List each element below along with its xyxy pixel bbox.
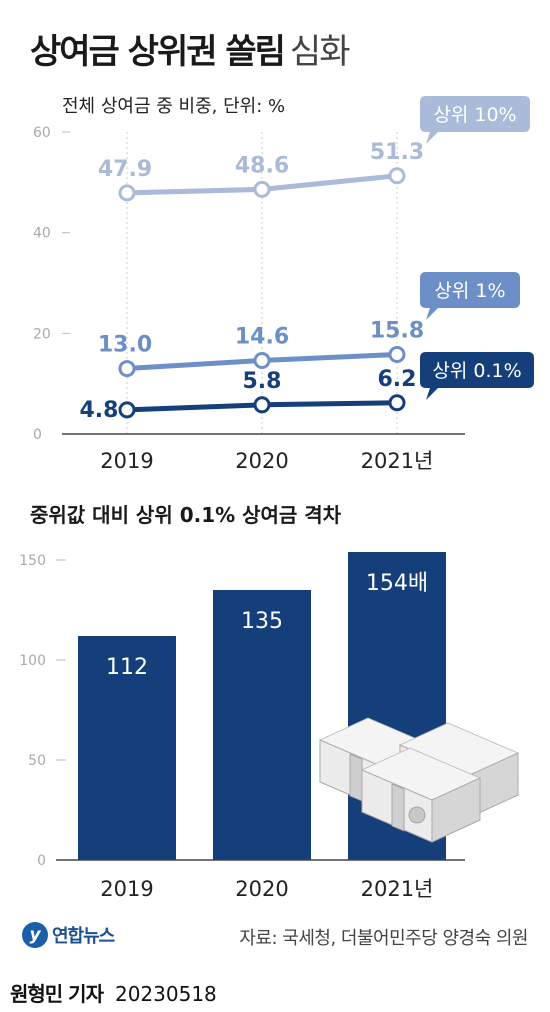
bundle-band-0: [349, 753, 363, 802]
data-label-0-2: 51.3: [370, 140, 424, 165]
data-label-1-0: 13.0: [98, 333, 152, 358]
line-chart: 전체 상여금 중 비중, 단위: % 0 20 40 60 2019 2020 2021년 47…: [33, 96, 534, 473]
y-tick-label-2: 40: [33, 226, 51, 242]
x-tick-label-2: 2021년: [361, 449, 434, 473]
title-main: 상여금 상위권 쏠림: [30, 32, 286, 72]
data-point-0-0: [118, 184, 136, 202]
data-label-0-0: 47.9: [98, 157, 152, 182]
y-tick-label-3: 60: [33, 125, 51, 141]
x-tick-label-0: 2019: [100, 449, 153, 473]
yonhap-logo-icon: y: [22, 922, 48, 948]
data-point-2-1: [253, 396, 271, 414]
data-point-1-1: [253, 352, 271, 370]
reporter-name: 원형민 기자: [10, 982, 104, 1006]
source-note: 자료: 국세청, 더불어민주당 양경숙 의원: [239, 928, 528, 949]
y-tick-label-0: 0: [33, 427, 42, 443]
data-point-0-2: [388, 167, 406, 185]
series-callout-0: 상위 10%: [420, 96, 530, 144]
data-label-2-1: 5.8: [243, 369, 282, 394]
data-point-1-2: [388, 345, 406, 363]
bar-0: [78, 636, 176, 860]
data-point-1-0: [118, 360, 136, 378]
publish-date: 20230518: [114, 982, 217, 1006]
callout-bubble-2: [420, 352, 534, 400]
data-point-2-2: [388, 394, 406, 412]
callout-bubble-0: [420, 96, 530, 144]
money-stack-illustration: [319, 717, 519, 843]
bundle-band-2: [391, 783, 405, 832]
money-bundle-2: [361, 747, 481, 843]
yonhap-logo: y 연합뉴스: [22, 922, 115, 948]
bar-chart-subtitle: 중위값 대비 상위 0.1% 상여금 격차: [30, 503, 342, 527]
bundle-side-2: [431, 777, 481, 843]
series-callout-1: 상위 1%: [420, 272, 520, 320]
data-label-0-1: 48.6: [235, 153, 289, 178]
data-label-2-0: 4.8: [80, 398, 119, 423]
bundle-portrait-2: [408, 806, 426, 824]
logo-text: 연합뉴스: [52, 926, 115, 947]
title-light: 심화: [289, 32, 351, 72]
bar-y-tick-label-3: 150: [19, 553, 46, 569]
bar-value-label-2: 154배: [366, 571, 428, 596]
y-tick-label-1: 20: [33, 326, 51, 342]
bar-value-label-1: 135: [241, 609, 283, 634]
legend-label-0: 상위 10%: [433, 104, 516, 126]
bar-x-tick-label-0: 2019: [100, 877, 153, 901]
data-label-2-2: 6.2: [378, 367, 417, 392]
byline: 원형민 기자 20230518: [10, 978, 217, 1007]
bar-y-tick-label-2: 100: [19, 653, 46, 669]
legend-label-2: 상위 0.1%: [432, 360, 521, 382]
legend-label-1: 상위 1%: [434, 280, 505, 302]
page-title: 상여금 상위권 쏠림 심화: [30, 24, 351, 73]
data-label-1-2: 15.8: [370, 318, 424, 343]
bar-1: [213, 590, 311, 860]
series-callout-2: 상위 0.1%: [420, 352, 534, 400]
bar-x-tick-label-1: 2020: [235, 877, 288, 901]
bar-chart: 중위값 대비 상위 0.1% 상여금 격차 0 50 100 150 112 135 154배…: [19, 503, 519, 901]
data-point-2-0: [118, 401, 136, 419]
bar-y-tick-label-1: 50: [28, 753, 46, 769]
callout-bubble-1: [420, 272, 520, 320]
line-chart-subtitle: 전체 상여금 중 비중, 단위: %: [62, 96, 285, 117]
x-tick-label-1: 2020: [235, 449, 288, 473]
data-point-0-1: [253, 180, 271, 198]
bar-value-label-0: 112: [106, 655, 148, 680]
bar-y-tick-label-0: 0: [37, 853, 46, 869]
bar-x-tick-label-2: 2021년: [361, 877, 434, 901]
data-label-1-1: 14.6: [235, 325, 289, 350]
